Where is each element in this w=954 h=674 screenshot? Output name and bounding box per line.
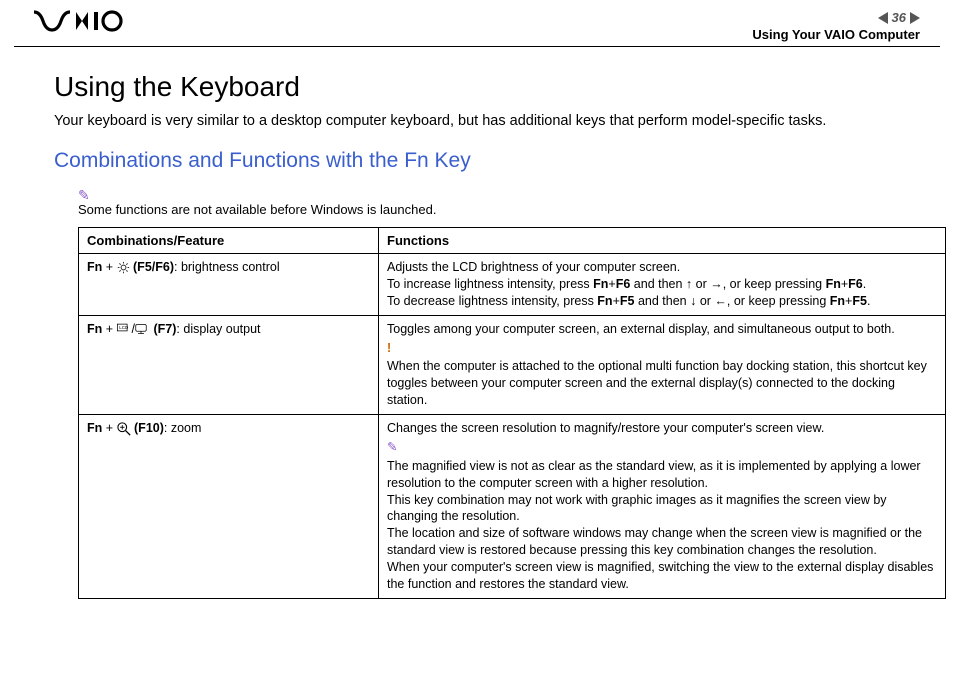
col-header-func: Functions bbox=[379, 228, 946, 254]
combo-cell: Fn + LCD/ (F7): display output bbox=[79, 315, 379, 414]
page-header: 36 Using Your VAIO Computer bbox=[14, 0, 940, 47]
zoom-icon bbox=[117, 421, 131, 435]
page-nav: 36 bbox=[752, 10, 920, 25]
function-cell: Changes the screen resolution to magnify… bbox=[379, 415, 946, 599]
function-cell: Toggles among your computer screen, an e… bbox=[379, 315, 946, 414]
note-block: ✎ Some functions are not available befor… bbox=[78, 187, 922, 217]
svg-text:LCD: LCD bbox=[119, 325, 129, 330]
fn-key-table: Combinations/Feature Functions Fn + (F5/… bbox=[78, 227, 946, 599]
table-row: Fn + (F5/F6): brightness controlAdjusts … bbox=[79, 254, 946, 316]
display-icon: LCD/ bbox=[117, 322, 150, 336]
section-heading: Combinations and Functions with the Fn K… bbox=[54, 149, 922, 173]
table-row: Fn + LCD/ (F7): display outputToggles am… bbox=[79, 315, 946, 414]
page-content: Using the Keyboard Your keyboard is very… bbox=[0, 47, 954, 599]
note-text: Some functions are not available before … bbox=[78, 202, 436, 217]
vaio-logo bbox=[34, 10, 134, 37]
col-header-combo: Combinations/Feature bbox=[79, 228, 379, 254]
combo-cell: Fn + (F5/F6): brightness control bbox=[79, 254, 379, 316]
nav-prev-icon[interactable] bbox=[878, 12, 888, 24]
section-title: Using Your VAIO Computer bbox=[752, 27, 920, 42]
brightness-icon bbox=[117, 260, 130, 274]
warning-icon: ! bbox=[387, 340, 937, 357]
table-row: Fn + (F10): zoomChanges the screen resol… bbox=[79, 415, 946, 599]
page-number: 36 bbox=[892, 10, 906, 25]
combo-cell: Fn + (F10): zoom bbox=[79, 415, 379, 599]
intro-text: Your keyboard is very similar to a deskt… bbox=[54, 113, 922, 129]
function-cell: Adjusts the LCD brightness of your compu… bbox=[379, 254, 946, 316]
page-title: Using the Keyboard bbox=[54, 71, 922, 103]
nav-next-icon[interactable] bbox=[910, 12, 920, 24]
pencil-icon: ✎ bbox=[387, 439, 937, 456]
header-right: 36 Using Your VAIO Computer bbox=[752, 10, 920, 42]
